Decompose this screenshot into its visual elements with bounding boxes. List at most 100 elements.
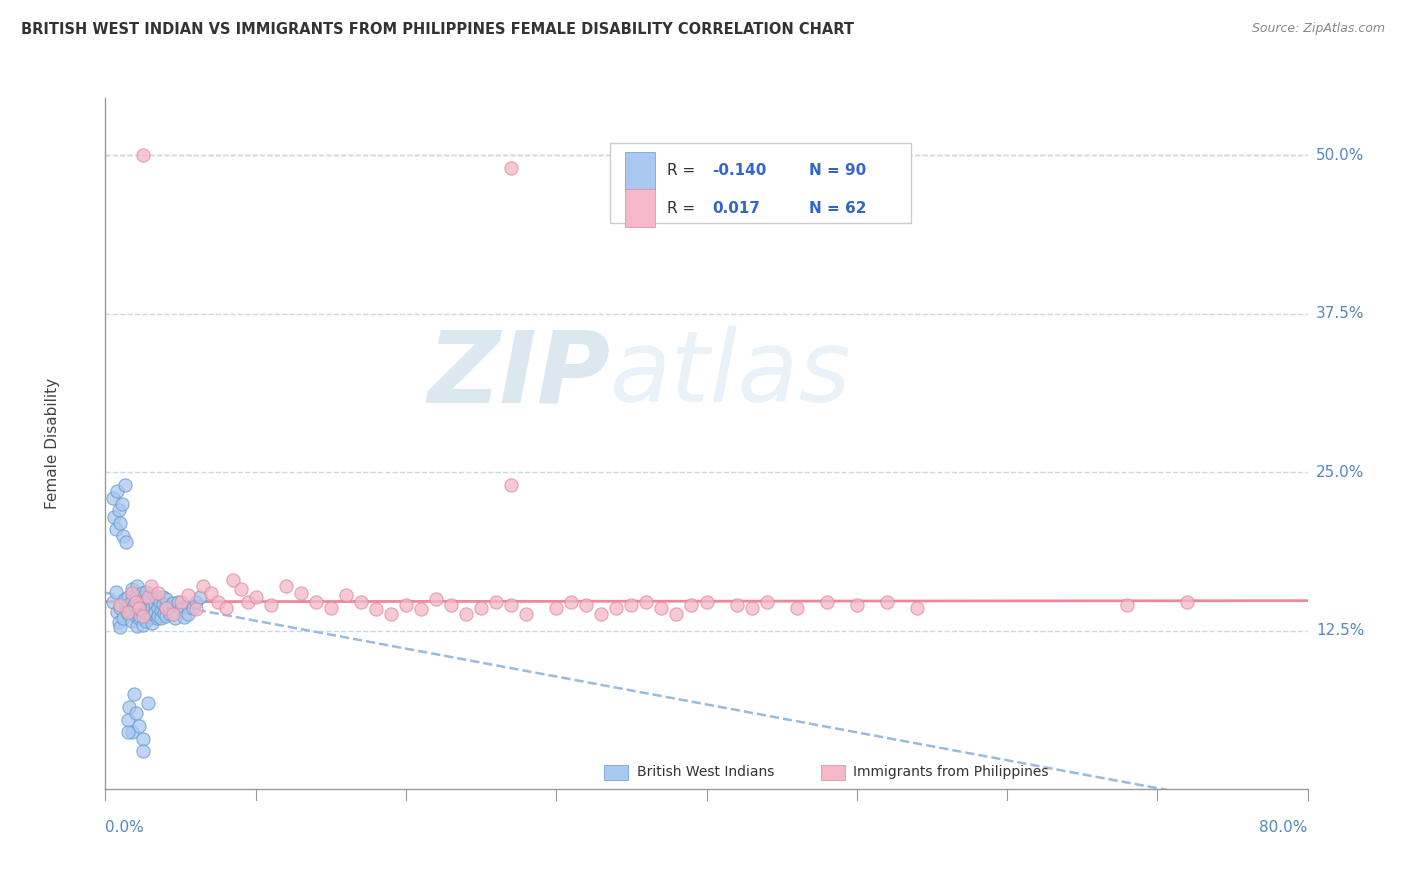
Point	[650, 601, 672, 615]
Point	[139, 602, 162, 616]
Point	[440, 599, 463, 613]
Bar	[624, 152, 655, 190]
Point	[425, 592, 447, 607]
Point	[104, 584, 127, 599]
Point	[139, 579, 162, 593]
Point	[121, 614, 143, 628]
Point	[222, 573, 245, 587]
Point	[1116, 599, 1139, 613]
Point	[129, 608, 152, 623]
Point	[134, 606, 156, 620]
Point	[129, 601, 152, 615]
Point	[191, 579, 214, 593]
Point	[153, 606, 176, 620]
Point	[128, 595, 150, 609]
Point	[169, 602, 191, 616]
Text: atlas: atlas	[610, 326, 852, 423]
Point	[177, 588, 200, 602]
Point	[162, 607, 184, 622]
Point	[125, 619, 148, 633]
Point	[335, 588, 357, 602]
Point	[117, 605, 139, 619]
Point	[741, 601, 763, 615]
Point	[132, 617, 155, 632]
Point	[380, 607, 402, 622]
Point	[260, 599, 283, 613]
Point	[755, 595, 778, 609]
Point	[135, 584, 157, 599]
Text: Source: ZipAtlas.com: Source: ZipAtlas.com	[1251, 22, 1385, 36]
Point	[107, 605, 129, 619]
Point	[319, 601, 342, 615]
Point	[169, 595, 191, 609]
Text: 25.0%: 25.0%	[1316, 465, 1364, 480]
Text: R =: R =	[666, 201, 700, 216]
Point	[108, 503, 131, 517]
Point	[110, 516, 132, 530]
Point	[177, 599, 200, 614]
Point	[454, 607, 477, 622]
Point	[132, 599, 155, 613]
Point	[122, 687, 145, 701]
Point	[108, 615, 131, 629]
Text: ZIP: ZIP	[427, 326, 610, 423]
Point	[501, 161, 523, 175]
Point	[125, 579, 148, 593]
Point	[117, 725, 139, 739]
Point	[1175, 595, 1198, 609]
Point	[575, 599, 598, 613]
Point	[845, 599, 868, 613]
Point	[155, 592, 177, 607]
Point	[162, 605, 184, 619]
Point	[132, 590, 155, 604]
Point	[142, 607, 165, 622]
Text: N = 62: N = 62	[808, 201, 866, 216]
Point	[786, 601, 808, 615]
Point	[605, 601, 627, 615]
Point	[485, 595, 508, 609]
Text: BRITISH WEST INDIAN VS IMMIGRANTS FROM PHILIPPINES FEMALE DISABILITY CORRELATION: BRITISH WEST INDIAN VS IMMIGRANTS FROM P…	[21, 22, 853, 37]
Text: R =: R =	[666, 163, 700, 178]
Point	[124, 595, 146, 609]
Text: 0.017: 0.017	[713, 201, 761, 216]
Text: 12.5%: 12.5%	[1316, 624, 1364, 639]
Point	[155, 608, 177, 623]
Point	[152, 597, 174, 611]
Point	[145, 611, 167, 625]
Point	[238, 595, 260, 609]
Point	[136, 607, 159, 622]
Text: 37.5%: 37.5%	[1316, 306, 1364, 321]
Point	[136, 601, 159, 615]
Point	[725, 599, 748, 613]
Point	[470, 601, 492, 615]
Point	[138, 592, 160, 607]
Point	[143, 605, 166, 619]
Point	[118, 700, 141, 714]
Point	[112, 611, 135, 625]
Point	[124, 591, 146, 605]
Point	[245, 590, 267, 604]
Point	[110, 601, 132, 615]
Text: 80.0%: 80.0%	[1260, 820, 1308, 835]
Point	[136, 696, 159, 710]
Point	[173, 610, 195, 624]
Bar	[624, 189, 655, 227]
Point	[591, 607, 613, 622]
Point	[364, 602, 387, 616]
Point	[815, 595, 838, 609]
Point	[905, 601, 928, 615]
Point	[681, 599, 703, 613]
Point	[121, 725, 143, 739]
Point	[132, 148, 155, 162]
Text: -0.140: -0.140	[713, 163, 766, 178]
Point	[148, 595, 170, 609]
Point	[207, 595, 229, 609]
Point	[131, 586, 153, 600]
Point	[177, 607, 200, 622]
Point	[141, 616, 163, 631]
Point	[150, 603, 173, 617]
Text: Female Disability: Female Disability	[45, 378, 60, 509]
Point	[163, 611, 186, 625]
Point	[162, 596, 184, 610]
Point	[181, 601, 204, 615]
